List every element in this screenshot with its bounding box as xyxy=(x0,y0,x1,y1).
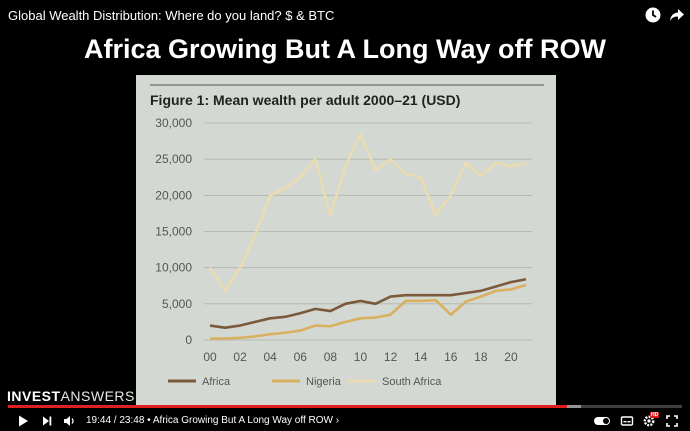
legend-label: Africa xyxy=(202,376,231,388)
x-tick-label: 10 xyxy=(354,350,368,364)
x-tick-label: 02 xyxy=(233,350,247,364)
video-title[interactable]: Global Wealth Distribution: Where do you… xyxy=(8,8,335,23)
settings-icon[interactable] xyxy=(640,412,658,430)
volume-icon[interactable] xyxy=(60,412,78,430)
quality-badge: HD xyxy=(650,412,660,418)
watermark-part1: INVEST xyxy=(7,388,61,404)
legend-label: Nigeria xyxy=(306,376,342,388)
x-tick-label: 16 xyxy=(444,350,458,364)
x-tick-label: 20 xyxy=(504,350,518,364)
x-tick-label: 18 xyxy=(474,350,488,364)
chart-legend: Africa Nigeria South Africa xyxy=(168,376,442,388)
channel-watermark: INVESTANSWERS xyxy=(7,388,135,404)
player-controls: 19:44 / 23:48 • Africa Growing But A Lon… xyxy=(0,411,690,431)
x-tick-label: 12 xyxy=(384,350,398,364)
progress-bar[interactable] xyxy=(8,405,682,408)
progress-buffered xyxy=(566,405,581,408)
fullscreen-icon[interactable] xyxy=(663,412,681,430)
series-line-africa xyxy=(209,277,527,330)
chart-grid xyxy=(204,122,532,341)
y-axis: 0 5,000 10,000 15,000 20,000 25,000 30,000 xyxy=(155,116,192,347)
watermark-part2: ANSWERS xyxy=(60,388,135,404)
play-icon[interactable] xyxy=(14,412,32,430)
x-tick-label: 06 xyxy=(294,350,308,364)
chart-slide: Figure 1: Mean wealth per adult 2000–21 … xyxy=(136,75,556,405)
autoplay-toggle[interactable] xyxy=(594,417,610,425)
legend-label: South Africa xyxy=(382,376,442,388)
clock-icon[interactable] xyxy=(644,6,662,24)
y-tick-label: 25,000 xyxy=(155,152,192,166)
series-line-nigeria xyxy=(210,283,527,340)
time-display[interactable]: 19:44 / 23:48 • Africa Growing But A Lon… xyxy=(86,415,340,426)
progress-played xyxy=(8,405,567,408)
series-line-south-africa xyxy=(208,132,527,293)
line-chart: Figure 1: Mean wealth per adult 2000–21 … xyxy=(150,84,544,388)
y-tick-label: 20,000 xyxy=(155,188,192,202)
chart-title: Figure 1: Mean wealth per adult 2000–21 … xyxy=(150,92,460,108)
x-tick-label: 14 xyxy=(414,350,428,364)
slide-title: Africa Growing But A Long Way off ROW xyxy=(84,34,606,64)
x-axis: 00 02 04 06 08 10 12 14 16 18 20 xyxy=(203,350,518,364)
x-tick-label: 04 xyxy=(264,350,278,364)
y-tick-label: 0 xyxy=(185,333,192,347)
y-tick-label: 5,000 xyxy=(162,297,192,311)
y-tick-label: 10,000 xyxy=(155,261,192,275)
share-icon[interactable] xyxy=(668,6,686,24)
x-tick-label: 00 xyxy=(203,350,217,364)
y-tick-label: 30,000 xyxy=(155,116,192,130)
next-icon[interactable] xyxy=(38,412,56,430)
top-bar: Global Wealth Distribution: Where do you… xyxy=(0,0,690,32)
x-tick-label: 08 xyxy=(324,350,338,364)
chart-series xyxy=(208,132,527,340)
subtitles-icon[interactable] xyxy=(618,412,636,430)
autoplay-knob xyxy=(603,418,609,424)
y-tick-label: 15,000 xyxy=(155,225,192,239)
